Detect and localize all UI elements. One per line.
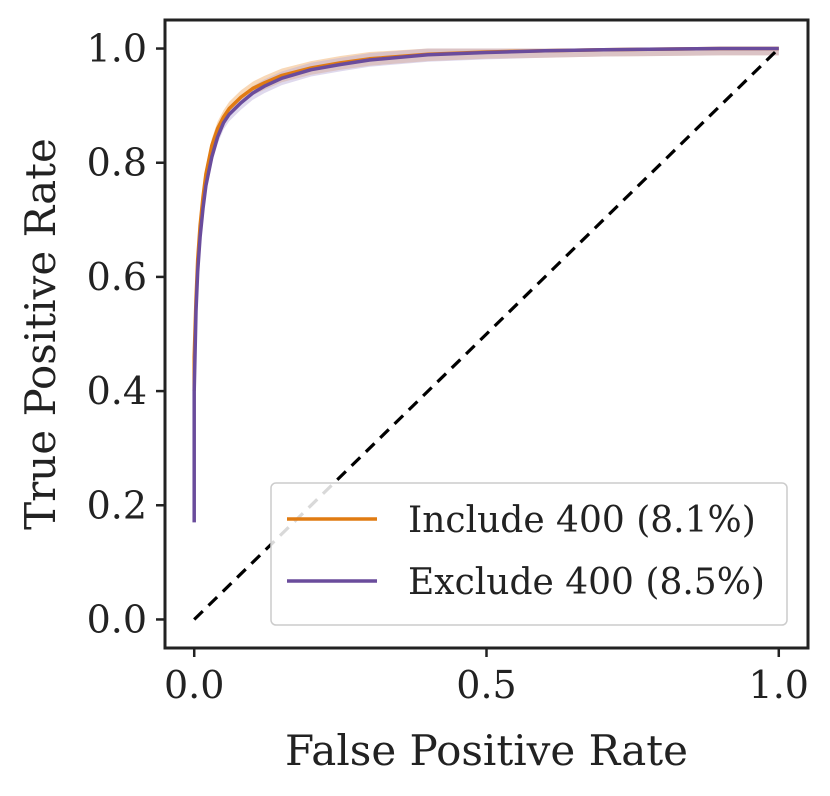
y-tick-label: 0.6: [87, 255, 147, 299]
legend: Include 400 (8.1%) Exclude 400 (8.5%): [270, 482, 788, 626]
y-tick-label: 0.4: [87, 369, 147, 413]
y-axis-label: True Positive Rate: [16, 138, 65, 530]
confidence-bands: [194, 48, 779, 530]
band-0: [194, 48, 779, 398]
legend-box: [270, 482, 788, 626]
series-lines: [192, 46, 780, 621]
y-tick-label: 0.8: [87, 141, 147, 185]
legend-label-include: Include 400 (8.1%): [408, 500, 756, 541]
axis-ticks: 0.0 0.5 1.0 0.0 0.2 0.4 0.6 0.8 1.0: [87, 27, 809, 707]
chance-line: [193, 47, 780, 621]
x-axis-label: False Positive Rate: [285, 726, 688, 775]
series-line-0: [192, 46, 779, 392]
x-tick-label: 0.5: [456, 663, 516, 707]
y-tick-label: 0.0: [87, 597, 147, 641]
y-tick-label: 0.2: [87, 483, 147, 527]
x-tick-label: 1.0: [749, 663, 809, 707]
series-line-1: [192, 46, 779, 523]
legend-label-exclude: Exclude 400 (8.5%): [408, 562, 765, 603]
band-1: [194, 48, 779, 530]
y-tick-label: 1.0: [87, 27, 147, 71]
x-tick-label: 0.0: [164, 663, 224, 707]
